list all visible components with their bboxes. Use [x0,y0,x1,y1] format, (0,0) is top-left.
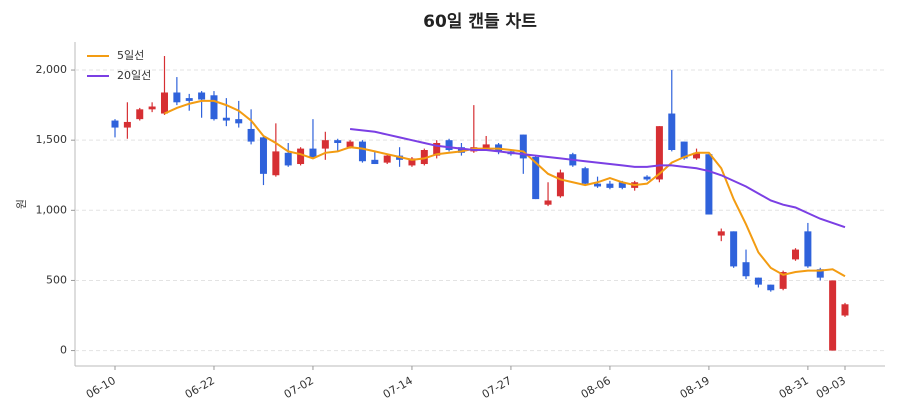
candle-body [792,249,800,260]
candle-body [482,144,490,149]
candle-body [754,277,762,285]
y-tick-label: 500 [46,273,67,286]
x-tick-label: 06-22 [183,374,217,401]
candle-body [297,148,305,165]
candle-body [519,134,527,159]
candle-body [816,269,824,278]
candle-body [309,148,317,158]
candle-body [420,150,428,165]
candle-body [148,106,156,110]
candle-body [433,142,441,156]
candle-body [259,137,267,174]
candle-body [668,113,676,150]
candle-body [581,168,589,184]
candle-body [779,272,787,289]
candle-body [643,176,651,180]
candle-body [445,140,453,150]
ma-line [349,127,846,229]
candle-body [198,92,206,100]
y-tick-label: 1,000 [36,203,68,216]
candle-body [136,109,144,120]
candle-body [123,121,131,128]
y-tick-label: 2,000 [36,63,68,76]
x-tick-label: 08-19 [678,374,712,401]
candle-body [618,182,626,188]
candle-body [210,95,218,120]
candle-body [556,172,564,197]
x-tick-label: 07-02 [282,374,316,401]
candle-body [594,183,602,187]
candle-body [606,183,614,188]
candle-body [371,159,379,165]
candle-body [457,147,465,153]
candle-body [185,98,193,101]
x-tick-label: 09-03 [814,374,848,401]
x-tick-label: 07-14 [381,374,415,401]
candle-body [767,284,775,291]
candle-body [693,152,701,159]
candle-body [841,304,849,316]
candle-body [544,200,552,205]
candle-body [804,231,812,267]
candle-body [532,157,540,200]
candle-body [173,92,181,103]
candle-body [334,140,342,143]
candle-body [272,151,280,176]
x-tick-label: 08-31 [777,374,811,401]
candle-body [321,140,329,149]
candle-body [829,280,837,351]
candle-body [284,152,292,166]
candle-body [680,141,688,159]
candle-body [358,141,366,162]
candle-body [346,141,354,148]
candle-body [742,262,750,277]
candle-body [717,231,725,236]
legend: 5일선 20일선 [87,48,151,82]
legend-label: 20일선 [117,68,151,82]
candle-body [222,117,230,121]
x-tick-label: 08-06 [579,374,613,401]
ma-line [164,99,846,278]
candle-body [655,126,663,180]
x-tick-label: 07-27 [480,374,514,401]
candle-body [408,158,416,166]
y-tick-label: 1,500 [36,133,68,146]
candle-body [235,119,243,124]
y-tick-label: 0 [60,344,67,357]
candle-body [160,92,168,114]
candle-body [247,128,255,142]
candle-body [383,155,391,163]
candle-body [111,120,119,128]
chart-title: 60일 캔들 차트 [423,12,537,32]
legend-label: 5일선 [117,48,144,62]
candle-body [705,154,713,215]
x-tick-label: 06-10 [84,374,118,401]
candle-body [730,231,738,267]
y-axis-label: 원 [15,199,28,209]
